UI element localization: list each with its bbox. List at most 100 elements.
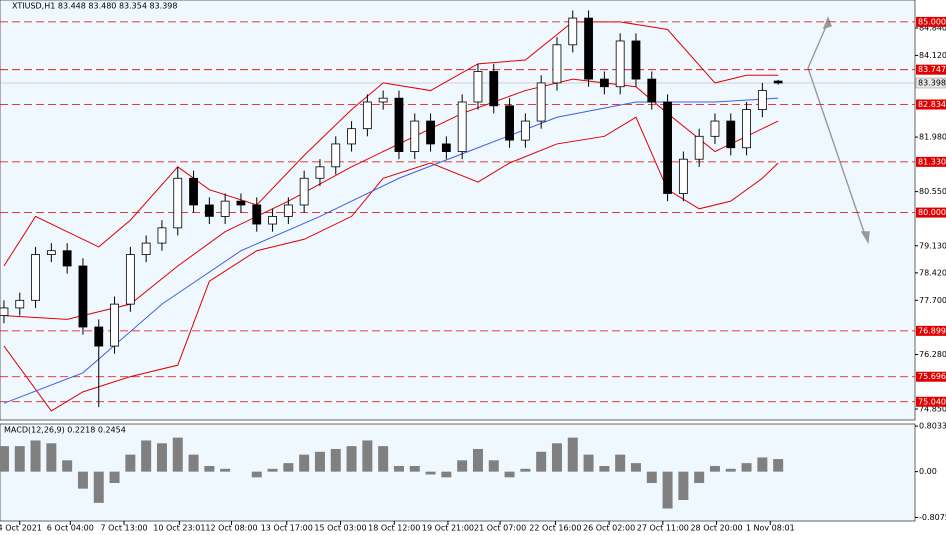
x-tick-label: 27 Oct 11:00 (637, 524, 689, 533)
macd-bar (441, 471, 452, 478)
macd-bar (757, 457, 768, 472)
x-tick-label: 12 Oct 08:00 (205, 524, 257, 533)
indicator-line (3, 97, 779, 404)
macd-bar (46, 443, 57, 472)
macd-bar (346, 446, 357, 472)
candle-body (299, 177, 309, 206)
x-tick-label: 7 Oct 13:00 (101, 524, 148, 533)
candle-body (694, 135, 704, 160)
candle-body (94, 326, 104, 347)
last-price-label: 83.398 (918, 78, 946, 87)
candle-body (426, 120, 435, 145)
candle-body (0, 307, 9, 316)
macd-bar (615, 454, 626, 472)
macd-bar (741, 463, 752, 472)
level-box (916, 371, 946, 382)
x-tick-label: 28 Oct 20:00 (690, 524, 742, 533)
candle-body (678, 158, 688, 194)
candle-body (46, 250, 56, 255)
price-panel (0, 0, 916, 421)
level-label: 75.040 (918, 397, 946, 406)
macd-bar (678, 471, 689, 501)
macd-bar (0, 446, 9, 472)
macd-bar (220, 468, 231, 472)
x-tick-label: 1 Nov 08:01 (746, 524, 795, 533)
level-box (916, 64, 946, 75)
macd-bar (393, 465, 404, 472)
macd-bar (77, 471, 88, 489)
level-box (916, 99, 946, 110)
y-tick-label: 80.550 (919, 187, 946, 196)
y-tick-label: 84.840 (919, 23, 946, 32)
y-tick-label: 84.120 (919, 51, 946, 60)
macd-bar (504, 471, 515, 478)
macd-bar (267, 468, 278, 472)
x-tick-label: 22 Oct 16:00 (529, 524, 581, 533)
x-tick-label: 6 Oct 04:00 (47, 524, 94, 533)
candle-body (189, 177, 198, 206)
macd-bar (646, 471, 657, 483)
level-label: 85.000 (918, 17, 946, 26)
macd-bar (125, 454, 136, 472)
macd-bar (93, 471, 104, 503)
macd-bar (709, 465, 720, 472)
level-box (916, 16, 946, 27)
level-label: 81.330 (918, 157, 946, 166)
x-tick-label: 4 Oct 2021 (0, 524, 42, 533)
macd-bar (567, 437, 578, 472)
candle-body (141, 242, 151, 255)
macd-bar (520, 468, 531, 472)
candle-body (773, 80, 783, 84)
macd-bar (172, 437, 183, 472)
macd-bar (30, 440, 41, 472)
candle-body (204, 204, 214, 217)
candle-body (157, 227, 167, 244)
candle-body (615, 40, 625, 88)
candle-body (315, 166, 325, 179)
candle-body (347, 128, 356, 145)
macd-bar (14, 446, 25, 472)
macd-bar (251, 471, 262, 478)
macd-bar (283, 463, 294, 472)
candle-body (173, 177, 183, 229)
macd-bar (156, 443, 167, 472)
candle-body (283, 204, 293, 217)
candle-body (236, 200, 246, 206)
level-box (916, 156, 946, 167)
macd-bar (773, 459, 784, 472)
candle-body (757, 90, 767, 111)
candle-body (631, 40, 641, 80)
candle-body (78, 265, 88, 328)
candle-body (410, 120, 420, 152)
macd-bar (425, 471, 436, 475)
macd-bar (62, 460, 73, 472)
x-tick-label: 21 Oct 07:00 (474, 524, 526, 533)
y-tick-label: 76.280 (919, 350, 946, 359)
candle-body (220, 200, 230, 217)
macd-bar (314, 451, 325, 472)
candle-body (552, 44, 562, 84)
candle-body (726, 120, 736, 149)
macd-bar (409, 465, 420, 472)
macd-bar (109, 471, 120, 483)
candle-body (378, 97, 388, 103)
macd-bar (599, 465, 610, 472)
candle-body (31, 254, 40, 301)
candle-body (647, 78, 657, 103)
level-label: 75.696 (918, 372, 946, 381)
macd-bar (299, 454, 310, 472)
macd-bar (141, 440, 152, 472)
macd-bar (536, 451, 547, 472)
level-box (916, 396, 946, 407)
candle-body (536, 82, 546, 122)
chart-title: XTIUSD,H1 83.448 83.480 83.354 83.398 (12, 2, 177, 11)
candle-body (125, 254, 135, 305)
y-tick-label: 0.00 (919, 467, 937, 476)
y-tick-label: 81.980 (919, 133, 946, 142)
candle-body (441, 143, 451, 152)
x-tick-label: 10 Oct 23:01 (153, 524, 205, 533)
x-tick-label: 13 Oct 17:00 (261, 524, 313, 533)
x-tick-label: 18 Oct 12:00 (368, 524, 420, 533)
macd-bar (488, 460, 499, 472)
